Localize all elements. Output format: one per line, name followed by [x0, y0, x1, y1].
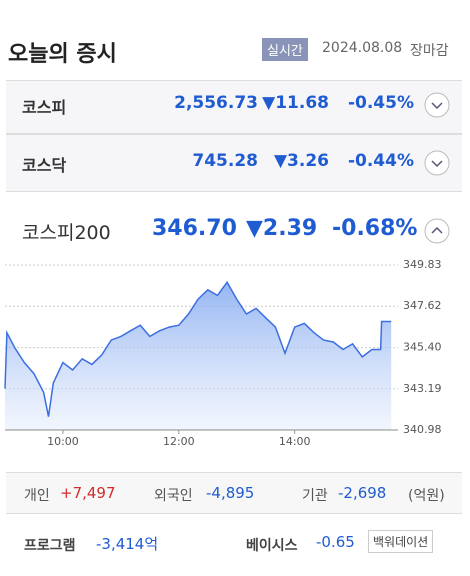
- investor-label: 기관: [302, 488, 328, 504]
- investor-value: -2,698: [338, 484, 387, 502]
- index-value: 745.28: [192, 151, 258, 171]
- investor-value: -4,895: [206, 484, 255, 502]
- index-value: 346.70: [152, 216, 237, 241]
- y-tick-label: 349.83: [403, 258, 442, 271]
- index-row[interactable]: [6, 80, 462, 134]
- index-rate: -0.44%: [347, 151, 414, 171]
- index-name: 코스닥: [22, 156, 67, 175]
- index-name: 코스피: [22, 98, 67, 117]
- x-tick-label: 10:00: [47, 435, 79, 448]
- y-tick-label: 343.19: [403, 382, 442, 395]
- index-rate: -0.68%: [332, 216, 418, 241]
- y-tick-label: 347.62: [403, 299, 442, 312]
- index-value: 2,556.73: [174, 93, 258, 113]
- expand-button[interactable]: [424, 92, 450, 118]
- index-change: ▼3.26: [273, 151, 329, 171]
- status: 장마감: [410, 43, 449, 59]
- unit: (억원): [408, 488, 445, 504]
- chart: 340.98 343.19 345.40 347.62 349.83 10:00 12:00…: [4, 258, 442, 448]
- collapse-button[interactable]: [424, 218, 450, 244]
- x-tick-label: 14:00: [279, 435, 311, 448]
- y-tick-label: 340.98: [403, 423, 442, 436]
- investor-value: +7,497: [60, 484, 116, 502]
- basis-value: -0.65: [316, 533, 355, 551]
- expand-button[interactable]: [424, 150, 450, 176]
- index-change: ▼11.68: [262, 93, 329, 113]
- title: 오늘의 증시: [8, 42, 117, 67]
- index-change: ▼2.39: [246, 216, 318, 241]
- investor-label: 개인: [24, 488, 50, 504]
- x-tick-label: 12:00: [163, 435, 195, 448]
- program-label: 프로그램: [24, 538, 76, 554]
- date: 2024.08.08: [322, 40, 403, 56]
- index-name: 코스피200: [22, 222, 111, 244]
- area: [5, 282, 392, 430]
- program-value: -3,414억: [96, 535, 159, 553]
- investor-row: [6, 472, 462, 514]
- basis-button[interactable]: 백워데이션: [368, 530, 434, 553]
- investor-label: 외국인: [154, 488, 193, 504]
- index-rate: -0.45%: [347, 93, 414, 113]
- y-tick-label: 345.40: [403, 341, 442, 354]
- basis-label: 베이시스: [246, 538, 298, 554]
- line: [4, 280, 392, 417]
- index-row[interactable]: [6, 134, 462, 192]
- badge: 실시간: [262, 38, 308, 61]
